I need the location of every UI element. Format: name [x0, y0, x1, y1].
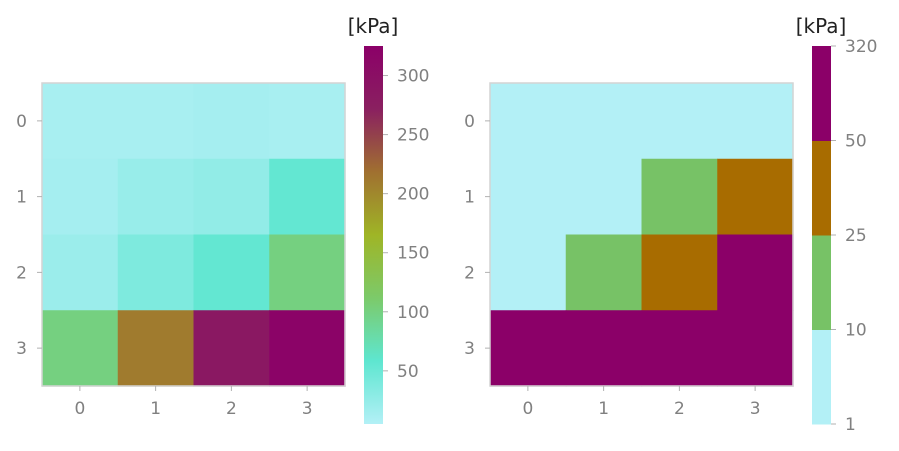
colorbar-unit-label: [kPa] — [796, 14, 847, 38]
y-tick-label: 2 — [16, 263, 27, 283]
colorbar-tick-label: 250 — [397, 126, 429, 146]
x-tick-label: 0 — [522, 399, 533, 419]
colorbar-gradient — [364, 46, 383, 424]
heatmap-cell — [269, 83, 346, 160]
y-tick-label: 3 — [16, 339, 27, 359]
y-tick-label: 2 — [464, 263, 475, 283]
heatmap-cell — [641, 310, 718, 387]
x-tick-label: 1 — [598, 399, 609, 419]
colorbar-tick-label: 50 — [397, 362, 419, 382]
heatmap-cell — [565, 234, 643, 311]
plot-frame — [41, 82, 346, 387]
colorbar-segment — [812, 235, 831, 330]
heatmap-cell — [717, 234, 794, 311]
left-heatmap-panel: 0 1 2 3 0 1 2 3 50 100 150 200 250 300 [kPa] — [16, 14, 429, 424]
colorbar: 50 100 150 200 250 300 [kPa] — [348, 14, 429, 424]
heatmap-cell — [565, 158, 643, 236]
y-tick-label: 1 — [464, 188, 475, 208]
heatmap-cell — [641, 234, 718, 311]
heatmap-cell — [193, 234, 270, 311]
heatmap-cell — [42, 158, 119, 236]
heatmap-cell — [42, 234, 119, 311]
x-tick-label: 2 — [226, 399, 237, 419]
colorbar-tick-label: 1 — [845, 415, 856, 435]
heatmap-cell — [193, 83, 270, 160]
y-tick-label: 3 — [464, 339, 475, 359]
heatmap-cell — [641, 83, 718, 160]
heatmap-cell — [490, 310, 567, 387]
heatmap-cell — [269, 158, 346, 236]
heatmap-cell — [117, 234, 195, 311]
colorbar-tick-label: 10 — [845, 321, 867, 341]
x-tick-label: 0 — [74, 399, 85, 419]
colorbar-tick-label: 200 — [397, 185, 429, 205]
heatmap-cell — [193, 158, 270, 236]
y-tick-label: 0 — [16, 112, 27, 132]
heatmap-cell — [565, 83, 643, 160]
heatmap-cell — [490, 158, 567, 236]
heatmap-cell — [490, 83, 567, 160]
heatmap-cell — [117, 310, 195, 387]
colorbar-segment — [812, 140, 831, 236]
colorbar-segment — [812, 46, 831, 141]
heatmap-cell — [717, 83, 794, 160]
y-tick-label: 0 — [464, 112, 475, 132]
x-tick-label: 1 — [150, 399, 161, 419]
heatmap-cell — [565, 310, 643, 387]
heatmap-cell — [42, 83, 119, 160]
heatmap-cell — [269, 234, 346, 311]
colorbar-segment — [812, 329, 831, 425]
right-heatmap-panel: 0 1 2 3 0 1 2 3 1 10 25 50 320[kPa] — [464, 14, 877, 435]
colorbar-tick-label: 50 — [845, 132, 867, 152]
heatmap-cell — [490, 234, 567, 311]
colorbar-tick-label: 100 — [397, 303, 429, 323]
heatmap-cell — [717, 310, 794, 387]
heatmap-cell — [117, 158, 195, 236]
heatmap-cell — [193, 310, 270, 387]
plot-frame — [489, 82, 794, 387]
x-tick-label: 3 — [302, 399, 313, 419]
colorbar-tick-label: 25 — [845, 226, 867, 246]
x-tick-label: 2 — [674, 399, 685, 419]
colorbar-tick-label: 320 — [845, 37, 877, 57]
colorbar-tick-label: 150 — [397, 244, 429, 264]
heatmap-cell — [717, 158, 794, 236]
colorbar: 1 10 25 50 320[kPa] — [796, 14, 878, 435]
y-tick-label: 1 — [16, 188, 27, 208]
heatmap-cell — [117, 83, 195, 160]
heatmap-cell — [269, 310, 346, 387]
x-tick-label: 3 — [750, 399, 761, 419]
colorbar-tick-label: 300 — [397, 67, 429, 87]
colorbar-unit-label: [kPa] — [348, 14, 399, 38]
heatmap-cell — [641, 158, 718, 236]
heatmap-cell — [42, 310, 119, 387]
